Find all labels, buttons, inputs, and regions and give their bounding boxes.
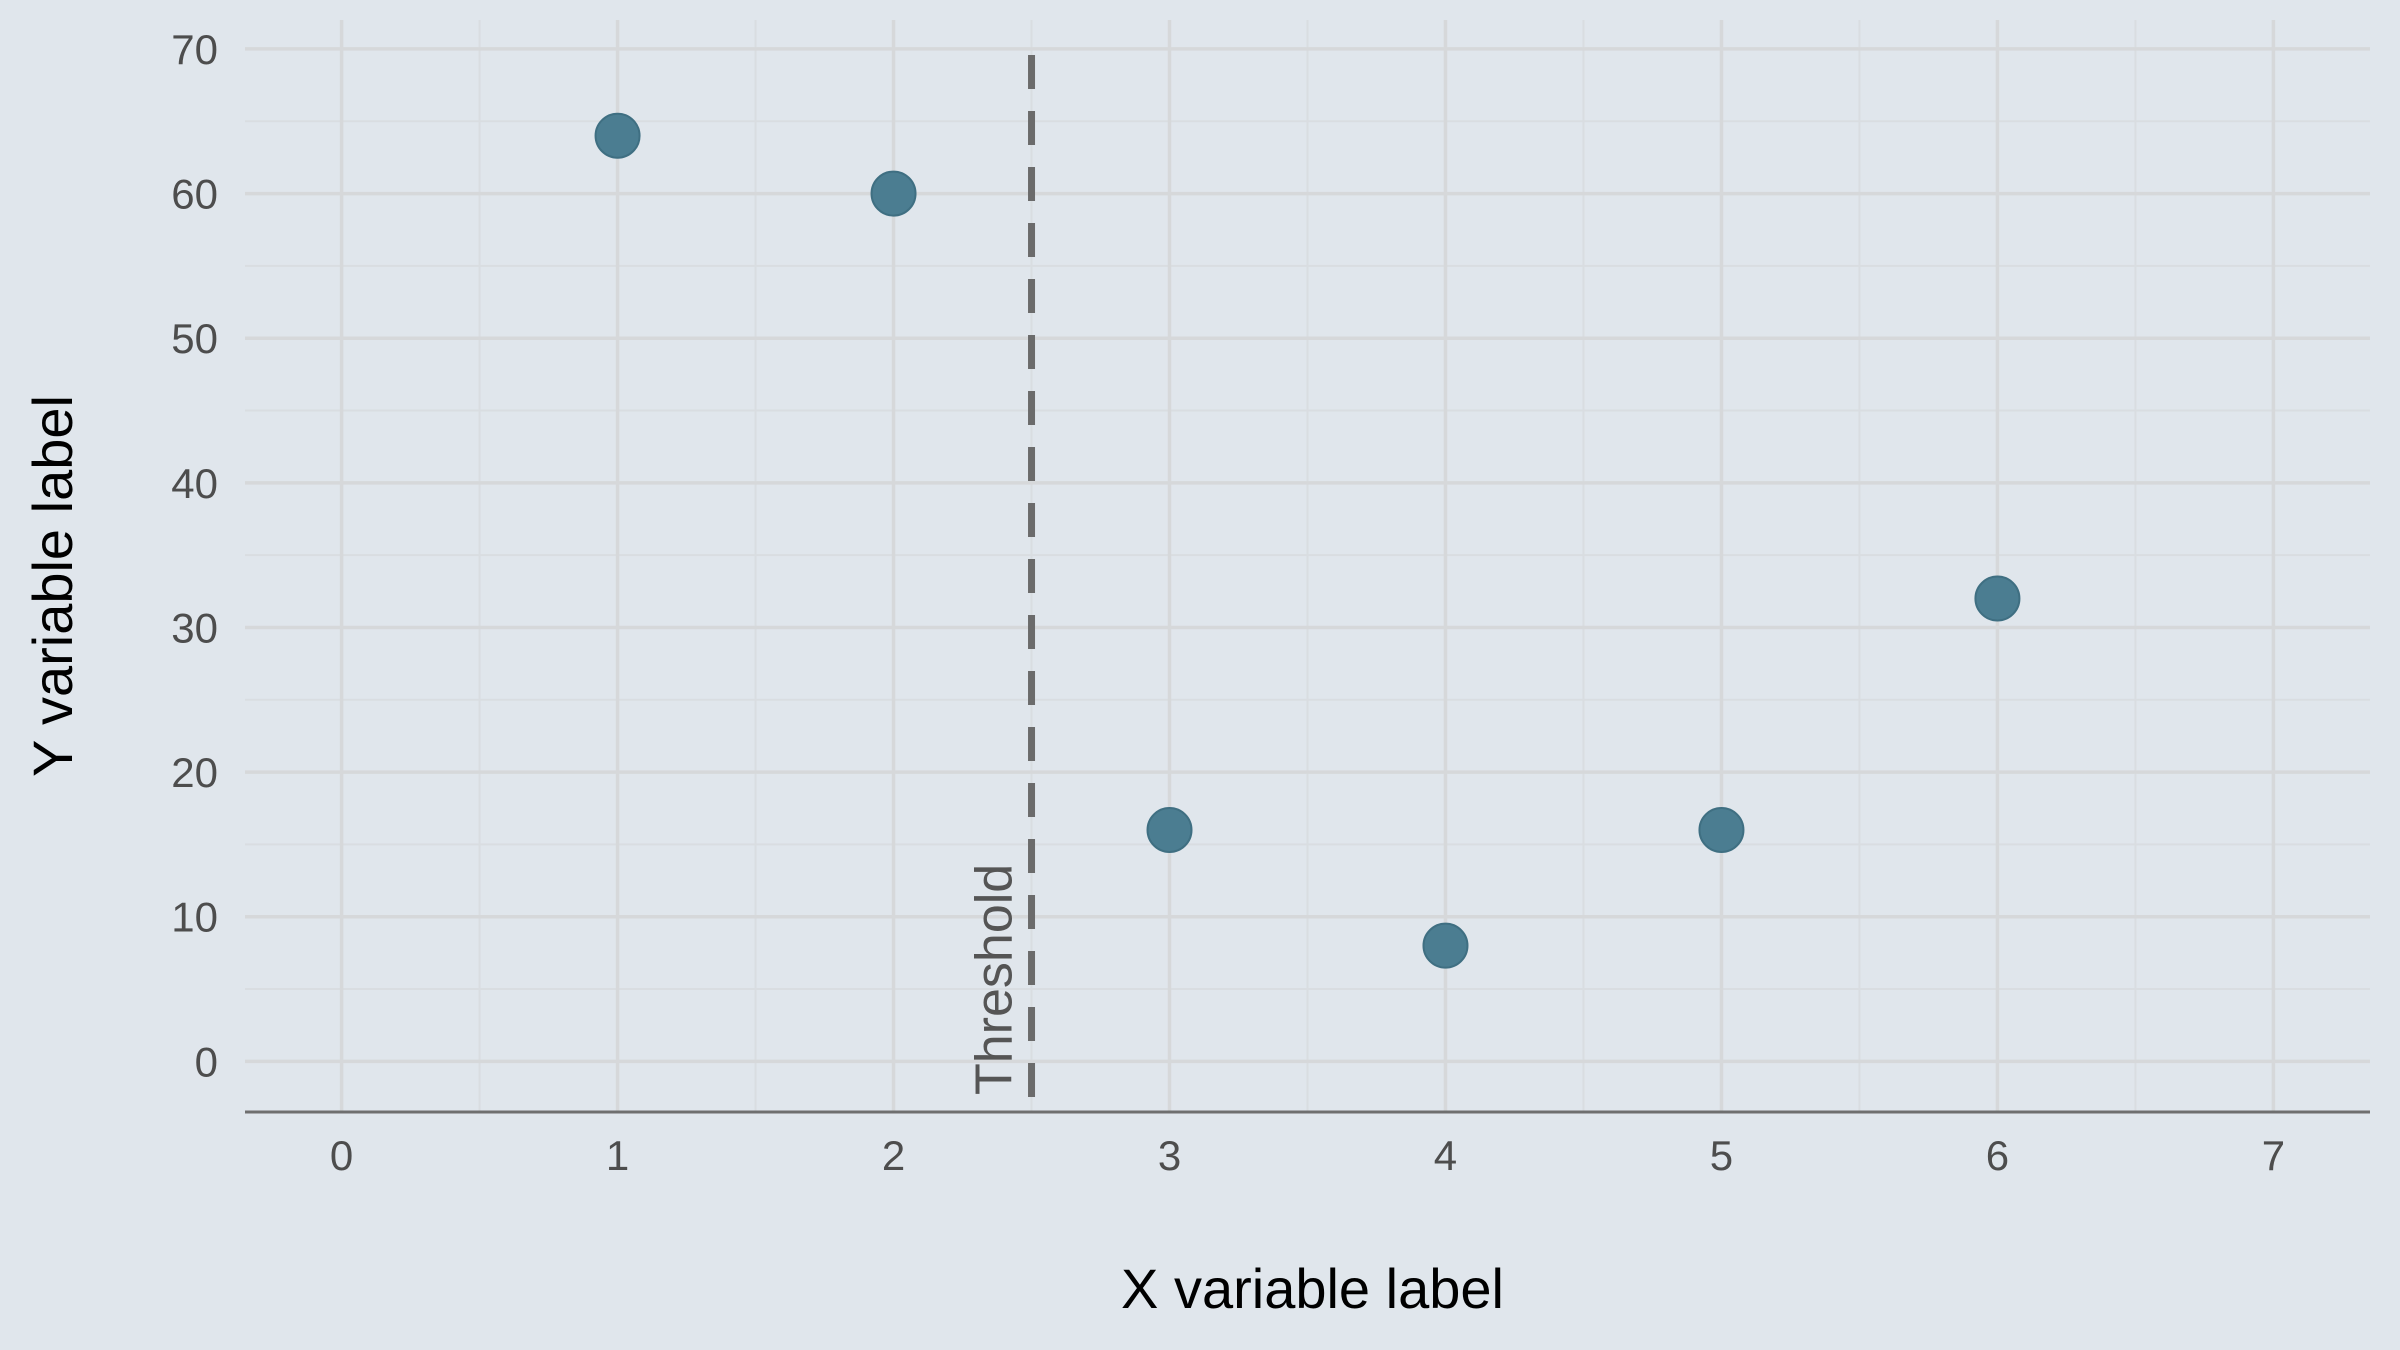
- x-tick-label: 4: [1434, 1132, 1457, 1179]
- y-axis-title: Y variable label: [21, 395, 84, 777]
- x-tick-label: 7: [2262, 1132, 2285, 1179]
- threshold-label: Threshold: [966, 864, 1024, 1095]
- data-point: [594, 112, 641, 159]
- x-tick-labels: 0 1 2 3 4 5 6 7: [330, 1132, 2285, 1179]
- y-tick-label: 50: [171, 315, 218, 362]
- x-tick-label: 6: [1986, 1132, 2009, 1179]
- data-point: [1422, 922, 1469, 969]
- y-tick-label: 60: [171, 171, 218, 218]
- data-point: [1974, 575, 2021, 622]
- y-tick-label: 0: [195, 1038, 218, 1085]
- y-tick-label: 20: [171, 749, 218, 796]
- y-tick-label: 10: [171, 894, 218, 941]
- data-point: [870, 170, 917, 217]
- y-tick-label: 30: [171, 604, 218, 651]
- y-tick-label: 70: [171, 26, 218, 73]
- minor-gridlines: [245, 20, 2370, 1112]
- data-points: [594, 112, 2021, 969]
- data-point: [1698, 806, 1745, 853]
- x-tick-label: 5: [1710, 1132, 1733, 1179]
- x-tick-label: 2: [882, 1132, 905, 1179]
- major-gridlines: [245, 20, 2370, 1112]
- x-tick-label: 3: [1158, 1132, 1181, 1179]
- y-tick-labels: 0 10 20 30 40 50 60 70: [171, 26, 218, 1085]
- x-tick-label: 1: [606, 1132, 629, 1179]
- y-tick-label: 40: [171, 460, 218, 507]
- x-axis-title: X variable label: [1121, 1257, 1504, 1320]
- x-tick-label: 0: [330, 1132, 353, 1179]
- data-point: [1146, 806, 1193, 853]
